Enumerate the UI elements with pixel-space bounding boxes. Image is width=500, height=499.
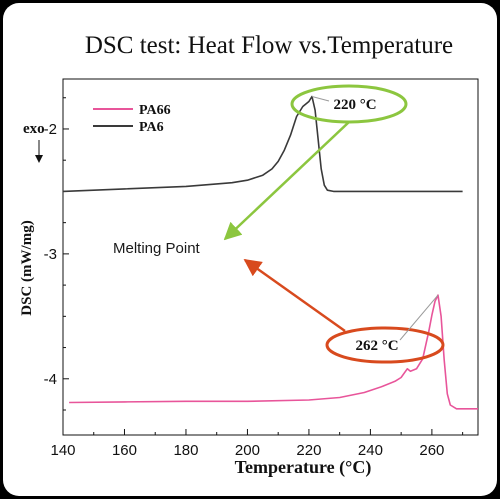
series-line-pa6: [62, 95, 463, 193]
annotation-220-arrow: [223, 121, 350, 241]
x-tick-label: 200: [235, 442, 260, 459]
y-tick-label: -4: [44, 371, 57, 388]
melting-point-label: Melting Point: [113, 240, 201, 257]
exo-label: exo: [23, 121, 45, 137]
chart-title: DSC test: Heat Flow vs.Temperature: [85, 32, 453, 59]
y-tick-label: -3: [44, 246, 57, 263]
annotation-220-label: 220 °C: [333, 97, 376, 113]
x-tick-label: 260: [419, 442, 444, 459]
annotation-262-arrow: [243, 258, 346, 333]
annotation-262-ellipse: [325, 326, 445, 364]
x-tick-label: 180: [173, 442, 198, 459]
x-tick-label: 140: [50, 442, 75, 459]
x-axis-label: Temperature (°C): [235, 457, 372, 478]
y-axis-label: DSC (mW/mg): [19, 220, 35, 315]
figure-frame: DSC test: Heat Flow vs.Temperature 140 16…: [3, 3, 497, 496]
annotation-262-label: 262 °C: [355, 338, 398, 354]
y-tick-label: -2: [44, 121, 57, 138]
x-tick-label: 160: [112, 442, 137, 459]
plot-area: 140 160 180 200 220 240 260 -2 -3 -4 PA66 PA6 Meltin…: [44, 78, 479, 459]
x-tick-label: 220: [296, 442, 321, 459]
legend-label-pa66: PA66: [139, 103, 171, 118]
plot-frame: [62, 78, 479, 436]
exo-arrowhead-icon: [35, 155, 43, 163]
x-tick-label: 240: [358, 442, 383, 459]
series-line-pa66: [69, 294, 478, 410]
dsc-chart: DSC test: Heat Flow vs.Temperature 140 16…: [19, 32, 479, 478]
annotation-220-leader: [311, 96, 330, 102]
legend-label-pa6: PA6: [139, 120, 164, 135]
annotation-262-leader: [399, 294, 439, 341]
